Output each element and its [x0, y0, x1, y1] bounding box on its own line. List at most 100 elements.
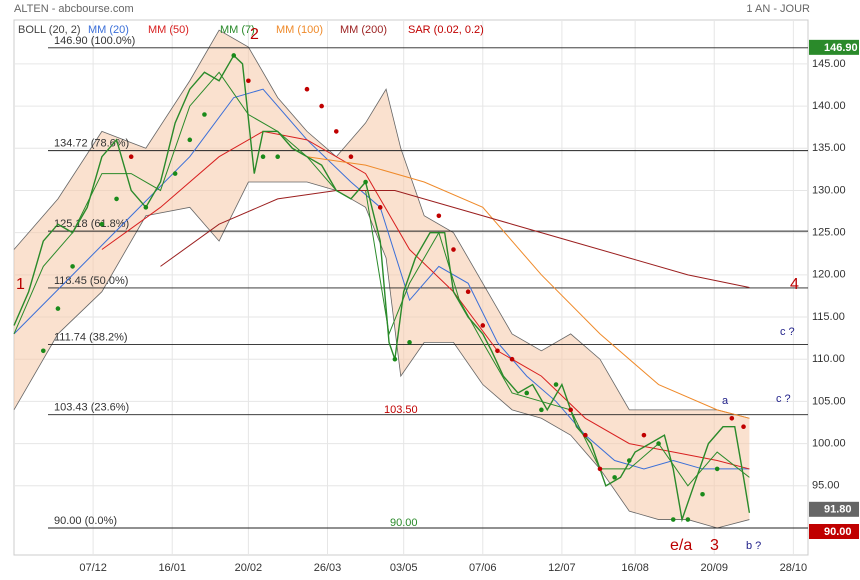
sar-dot — [465, 289, 471, 295]
sar-dot — [729, 415, 735, 421]
sar-dot — [451, 247, 456, 252]
sar-dot — [55, 306, 61, 311]
sar-dot — [392, 356, 398, 362]
x-tick-label: 20/09 — [700, 562, 728, 574]
sar-dot — [128, 154, 134, 160]
y-tick-label: 145.00 — [812, 58, 846, 70]
legend-entry: SAR (0.02, 0.2) — [408, 24, 484, 36]
sar-dot — [70, 264, 75, 269]
annotation: 3 — [710, 537, 719, 554]
sar-dot — [260, 154, 266, 160]
y-tick-label: 100.00 — [812, 438, 846, 450]
legend-entry: MM (200) — [340, 24, 387, 36]
y-tick-label: 105.00 — [812, 395, 846, 407]
sar-dot — [553, 382, 559, 387]
annotation: c ? — [780, 326, 795, 338]
annotation: a — [722, 395, 729, 407]
sar-dot — [99, 221, 105, 227]
sar-dot — [143, 205, 149, 210]
ma-line — [160, 189, 750, 288]
price-tag — [809, 523, 859, 539]
sar-dot — [656, 441, 661, 446]
sar-dot — [246, 78, 251, 84]
fib-label: 111.74 (38.2%) — [54, 331, 128, 343]
legend-entry: MM (20) — [88, 24, 129, 36]
y-tick-label: 110.00 — [812, 353, 845, 365]
fib-label: 118.45 (50.0%) — [54, 275, 128, 287]
annotation: e/a — [670, 537, 692, 554]
x-tick-label: 07/12 — [79, 562, 107, 574]
sar-dot — [436, 213, 442, 219]
annotation: 4 — [790, 276, 799, 293]
legend-entry: MM (50) — [148, 24, 189, 36]
sar-dot — [641, 432, 647, 438]
fib-label: 90.00 (0.0%) — [54, 515, 117, 527]
sar-dot — [172, 171, 178, 176]
x-tick-label: 12/07 — [548, 562, 576, 574]
annotation: c ? — [776, 393, 791, 405]
annotation: 2 — [250, 26, 259, 43]
sar-dot — [231, 53, 237, 58]
legend-entry: MM (7) — [220, 24, 255, 36]
price-tag-label: 146.90 — [824, 42, 858, 54]
sar-dot — [319, 103, 324, 109]
annotation: b ? — [746, 540, 761, 552]
period: 1 AN - JOUR — [746, 3, 810, 15]
x-tick-label: 03/05 — [390, 562, 418, 574]
fib-label: 146.90 (100.0%) — [54, 35, 135, 47]
legend-entry: BOLL (20, 2) — [18, 24, 81, 36]
sar-dot — [363, 179, 368, 185]
sar-dot — [275, 154, 280, 160]
price-tag — [809, 39, 859, 55]
sar-dot — [480, 323, 486, 328]
ma-line — [13, 88, 750, 470]
ma-line — [13, 71, 750, 487]
price-tag — [809, 501, 859, 517]
annotation: 1 — [16, 276, 25, 293]
sar-dot — [539, 407, 544, 413]
fib-label: 103.43 (23.6%) — [54, 402, 129, 414]
y-tick-label: 95.00 — [812, 480, 840, 492]
annotation: 90.00 — [390, 517, 418, 529]
sar-dot — [40, 348, 46, 354]
sar-dot — [348, 154, 354, 160]
x-tick-label: 26/03 — [314, 562, 342, 574]
fib-label: 125.18 (61.8%) — [54, 218, 129, 230]
x-tick-label: 16/08 — [621, 562, 649, 574]
sar-dot — [495, 348, 500, 354]
annotation: 103.50 — [384, 404, 418, 416]
sar-dot — [612, 475, 617, 480]
sar-dot — [333, 129, 339, 134]
x-tick-label: 20/02 — [235, 562, 263, 574]
bollinger-upper — [13, 29, 750, 419]
y-tick-label: 115.00 — [812, 311, 845, 323]
sar-dot — [114, 196, 119, 202]
price-tag-label: 91.80 — [824, 504, 852, 516]
y-tick-label: 140.00 — [812, 100, 846, 112]
bollinger-lower — [13, 181, 750, 529]
sar-dot — [583, 432, 588, 438]
sar-dot — [670, 517, 676, 522]
sar-dot — [597, 466, 603, 472]
chart-title: ALTEN - abcbourse.com — [14, 3, 134, 15]
bollinger-band — [14, 30, 750, 528]
sar-dot — [377, 205, 383, 210]
sar-dot — [741, 424, 746, 430]
y-tick-label: 120.00 — [812, 269, 846, 281]
sar-dot — [700, 491, 705, 497]
sar-dot — [685, 517, 691, 522]
sar-dot — [509, 356, 515, 362]
ma-line — [306, 156, 750, 419]
price-tag-label: 90.00 — [824, 526, 852, 538]
sar-dot — [626, 458, 632, 463]
x-tick-label: 28/10 — [780, 562, 808, 574]
y-tick-label: 125.00 — [812, 227, 846, 239]
x-tick-label: 07/06 — [469, 562, 497, 574]
y-tick-label: 135.00 — [812, 142, 846, 154]
sar-dot — [714, 466, 720, 472]
sar-dot — [304, 86, 310, 92]
sar-dot — [202, 112, 207, 117]
sar-dot — [524, 390, 530, 396]
y-tick-label: 130.00 — [812, 184, 846, 196]
